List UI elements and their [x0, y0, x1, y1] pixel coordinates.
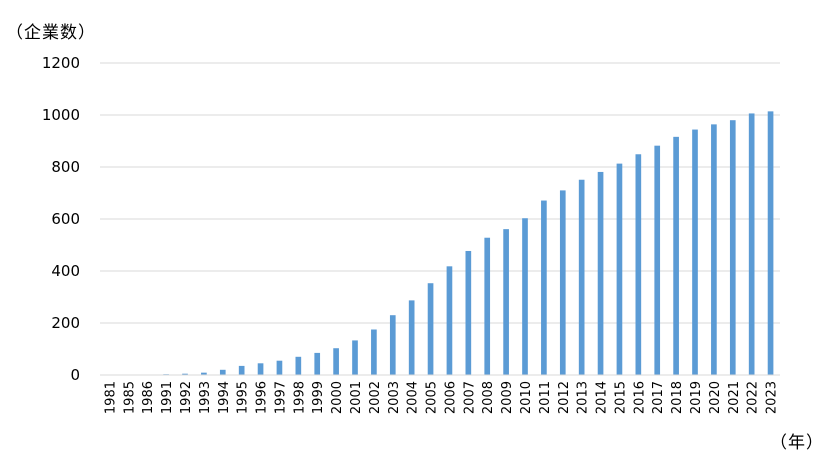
bar-2018	[673, 136, 679, 375]
bar-1994	[219, 369, 226, 375]
gridlines	[100, 62, 780, 324]
bar-2004	[408, 300, 415, 375]
x-tick-label: 1993	[198, 381, 213, 414]
x-axis-title: （年）	[770, 433, 824, 453]
y-axis-title: （企業数）	[6, 23, 96, 43]
x-tick-label: 1996	[255, 381, 270, 414]
x-tick-label: 2020	[708, 381, 723, 414]
x-tick-label: 2011	[538, 381, 553, 414]
bar-1992	[182, 373, 188, 375]
bar-1999	[314, 352, 321, 375]
bar-1997	[276, 360, 283, 375]
x-tick-label: 1999	[311, 381, 326, 414]
x-tick-label: 2022	[746, 381, 761, 414]
x-tick-label: 1997	[273, 381, 288, 414]
bar-1993	[201, 372, 207, 375]
bar-2017	[654, 145, 661, 375]
x-tick-label: 2017	[651, 381, 666, 414]
bar-2020	[711, 124, 717, 375]
y-tick-label: 400	[51, 262, 80, 280]
x-tick-label: 2000	[330, 381, 345, 414]
x-tick-label: 2002	[368, 381, 383, 414]
x-tick-label: 2003	[387, 381, 402, 414]
bar-1995	[238, 365, 245, 375]
x-tick-label: 1992	[179, 381, 194, 414]
bar-2016	[635, 154, 642, 375]
bar-2023	[767, 111, 774, 376]
x-tick-label: 2014	[595, 381, 610, 414]
y-tick-label: 600	[51, 210, 80, 228]
x-tick-label: 2013	[576, 381, 591, 414]
x-tick-label: 2010	[519, 381, 534, 414]
bar-2013	[578, 179, 585, 375]
x-tick-label: 1986	[141, 381, 156, 414]
y-tick-label: 1200	[42, 54, 80, 72]
bar-2014	[597, 171, 604, 375]
x-tick-label: 2008	[481, 381, 496, 414]
bar-2002	[371, 329, 377, 375]
x-tick-label: 2021	[727, 381, 742, 414]
bar-2022	[748, 113, 755, 375]
bar-2001	[352, 340, 358, 375]
bar-2008	[484, 237, 491, 375]
x-tick-label: 2016	[632, 381, 647, 414]
x-tick-label: 1991	[160, 381, 175, 414]
bars	[106, 111, 774, 376]
x-tick-label: 1985	[122, 381, 137, 414]
bar-2003	[389, 315, 396, 375]
bar-2012	[559, 190, 566, 375]
bar-2006	[446, 266, 453, 375]
x-tick-label: 2001	[349, 381, 364, 414]
x-tick-label: 2004	[406, 381, 421, 414]
x-tick-label: 2015	[613, 381, 628, 414]
bar-1996	[257, 363, 264, 375]
bar-1998	[295, 356, 302, 375]
x-tick-label: 2012	[557, 381, 572, 414]
bar-2010	[522, 218, 528, 375]
bar-2019	[692, 129, 698, 375]
x-tick-label: 1998	[292, 381, 307, 414]
x-tick-label: 2007	[462, 381, 477, 414]
bar-2015	[616, 163, 623, 375]
y-tick-label: 0	[70, 366, 80, 384]
x-tick-label: 2018	[670, 381, 685, 414]
x-tick-label: 2005	[425, 381, 440, 414]
y-tick-label: 200	[51, 314, 80, 332]
x-tick-label: 1995	[236, 381, 251, 414]
y-axis-ticks: 0 200 400 600 800 1000 1200	[42, 54, 80, 384]
bar-2000	[333, 348, 339, 375]
bar-2009	[503, 229, 509, 375]
x-tick-label: 2006	[443, 381, 458, 414]
x-tick-label: 2023	[765, 381, 780, 414]
y-tick-label: 800	[51, 158, 80, 176]
bar-2011	[541, 200, 547, 375]
x-tick-label: 1994	[217, 381, 232, 414]
bar-2007	[465, 250, 472, 375]
x-axis-ticks: 1981 1985 1986 1991 1992 1993 1994 1995 1996 1997…	[103, 381, 779, 414]
x-tick-label: 2019	[689, 381, 704, 414]
x-tick-label: 2009	[500, 381, 515, 414]
x-tick-label: 1981	[103, 381, 118, 414]
bar-2021	[729, 120, 736, 375]
y-tick-label: 1000	[42, 106, 80, 124]
bar-2005	[427, 283, 434, 375]
